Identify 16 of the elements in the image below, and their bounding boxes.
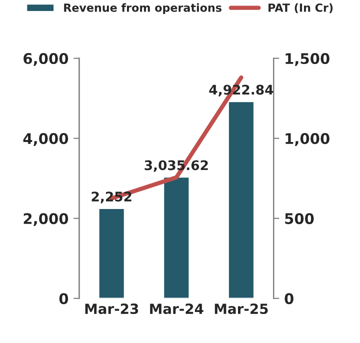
legend-label: Revenue from operations: [64, 3, 222, 14]
y-tick-label: 0: [59, 293, 68, 304]
x-tick-label: Mar-23: [85, 304, 138, 314]
bar: [162, 176, 190, 298]
x-tick-label: Mar-25: [214, 304, 268, 314]
bar: [228, 100, 255, 298]
y2-tick-label: 1,500: [286, 53, 330, 66]
y-tick-label: 2,000: [24, 213, 68, 226]
y2-tick-label: 500: [285, 213, 314, 224]
y-tick-label: 4,000: [23, 133, 68, 146]
y2-tick-label: 0: [284, 293, 294, 304]
bar: [98, 208, 126, 298]
x-tick-label: Mar-24: [150, 304, 204, 314]
legend-label: PAT (In Cr): [268, 3, 333, 14]
y-tick-label: 6,000: [24, 53, 68, 66]
y2-tick-label: 1,000: [286, 133, 330, 146]
